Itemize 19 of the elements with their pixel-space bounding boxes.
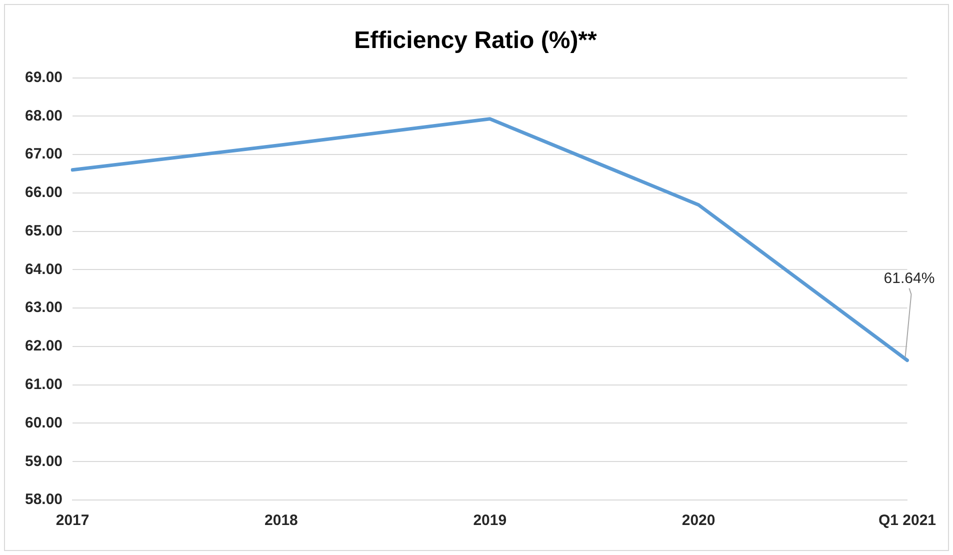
y-tick-label: 64.00 [24, 260, 63, 278]
y-tick-label: 66.00 [24, 184, 63, 202]
y-tick-label: 69.00 [24, 68, 63, 86]
y-tick-label: 60.00 [24, 414, 63, 432]
data-label: 61.64% [884, 270, 935, 287]
x-tick-label: Q1 2021 [878, 512, 936, 530]
y-tick-label: 63.00 [24, 299, 63, 316]
x-tick-label: 2020 [682, 512, 716, 530]
y-tick-label: 62.00 [24, 338, 63, 355]
chart-title: Efficiency Ratio (%)** [354, 27, 598, 54]
y-tick-label: 65.00 [24, 222, 63, 240]
x-tick-label: 2017 [56, 512, 90, 530]
y-tick-label: 68.00 [24, 107, 63, 124]
y-tick-label: 61.00 [24, 376, 63, 393]
x-tick-label: 2019 [473, 512, 507, 530]
y-tick-label: 67.00 [24, 146, 63, 163]
x-tick-label: 2018 [264, 512, 298, 530]
y-tick-label: 59.00 [24, 452, 63, 470]
y-tick-label: 58.00 [24, 491, 63, 508]
